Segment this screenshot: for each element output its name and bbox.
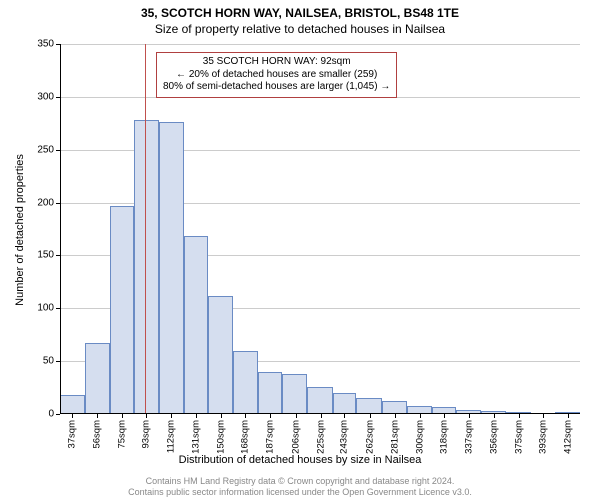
footer-attribution: Contains HM Land Registry data © Crown c… — [0, 476, 600, 498]
footer-line-1: Contains HM Land Registry data © Crown c… — [0, 476, 600, 487]
histogram-bar — [233, 351, 258, 414]
xtick-mark — [469, 414, 470, 418]
grid-line — [60, 44, 580, 45]
xtick-mark — [270, 414, 271, 418]
xtick-mark — [122, 414, 123, 418]
histogram-bar — [258, 372, 282, 414]
xtick-mark — [97, 414, 98, 418]
xtick-label: 150sqm — [216, 420, 227, 454]
plot-area: 05010015020025030035037sqm56sqm75sqm93sq… — [60, 44, 580, 414]
xtick-mark — [221, 414, 222, 418]
xtick-label: 93sqm — [141, 420, 152, 449]
ytick-label: 350 — [24, 39, 54, 50]
ytick-label: 300 — [24, 91, 54, 102]
xtick-label: 375sqm — [514, 420, 525, 454]
xtick-label: 243sqm — [339, 420, 350, 454]
xtick-label: 262sqm — [364, 420, 375, 454]
ytick-label: 100 — [24, 303, 54, 314]
y-axis-line — [60, 44, 61, 414]
y-axis-label: Number of detached properties — [14, 154, 26, 306]
xtick-label: 225sqm — [315, 420, 326, 454]
histogram-bar — [134, 120, 159, 414]
xtick-mark — [370, 414, 371, 418]
histogram-bar — [333, 393, 357, 414]
xtick-mark — [344, 414, 345, 418]
xtick-mark — [568, 414, 569, 418]
x-axis-label: Distribution of detached houses by size … — [0, 454, 600, 466]
title-line-1: 35, SCOTCH HORN WAY, NAILSEA, BRISTOL, B… — [0, 0, 600, 20]
xtick-label: 318sqm — [438, 420, 449, 454]
marker-line — [145, 44, 146, 414]
xtick-label: 393sqm — [537, 420, 548, 454]
xtick-mark — [296, 414, 297, 418]
histogram-bar — [184, 236, 208, 414]
ytick-label: 150 — [24, 250, 54, 261]
xtick-mark — [444, 414, 445, 418]
xtick-label: 131sqm — [191, 420, 202, 454]
annotation-line-2: ← 20% of detached houses are smaller (25… — [163, 69, 390, 82]
histogram-bar — [208, 296, 233, 414]
xtick-label: 56sqm — [92, 420, 103, 449]
xtick-label: 75sqm — [117, 420, 128, 449]
xtick-mark — [395, 414, 396, 418]
histogram-bar — [159, 122, 184, 414]
annotation-box: 35 SCOTCH HORN WAY: 92sqm ← 20% of detac… — [156, 52, 397, 98]
ytick-label: 250 — [24, 144, 54, 155]
histogram-bar — [307, 387, 332, 414]
ytick-label: 50 — [24, 356, 54, 367]
histogram-bar — [60, 395, 85, 414]
histogram-bar — [85, 343, 110, 414]
xtick-label: 412sqm — [563, 420, 574, 454]
xtick-mark — [321, 414, 322, 418]
histogram-bar — [110, 206, 134, 414]
xtick-label: 187sqm — [265, 420, 276, 454]
annotation-line-3: 80% of semi-detached houses are larger (… — [163, 81, 390, 94]
xtick-label: 356sqm — [488, 420, 499, 454]
xtick-label: 112sqm — [166, 420, 177, 453]
xtick-mark — [245, 414, 246, 418]
ytick-label: 200 — [24, 197, 54, 208]
xtick-mark — [171, 414, 172, 418]
xtick-mark — [494, 414, 495, 418]
chart-container: 35, SCOTCH HORN WAY, NAILSEA, BRISTOL, B… — [0, 0, 600, 500]
xtick-mark — [146, 414, 147, 418]
histogram-bar — [356, 398, 381, 414]
footer-line-2: Contains public sector information licen… — [0, 487, 600, 498]
xtick-mark — [420, 414, 421, 418]
annotation-line-1: 35 SCOTCH HORN WAY: 92sqm — [163, 56, 390, 69]
ytick-label: 0 — [24, 409, 54, 420]
title-line-2: Size of property relative to detached ho… — [0, 20, 600, 36]
xtick-label: 206sqm — [290, 420, 301, 454]
xtick-mark — [519, 414, 520, 418]
xtick-label: 300sqm — [414, 420, 425, 454]
xtick-label: 337sqm — [463, 420, 474, 454]
xtick-label: 281sqm — [389, 420, 400, 454]
xtick-label: 37sqm — [66, 420, 77, 449]
histogram-bar — [282, 374, 307, 414]
xtick-label: 168sqm — [240, 420, 251, 454]
xtick-mark — [543, 414, 544, 418]
xtick-mark — [72, 414, 73, 418]
ytick-mark — [56, 414, 60, 415]
xtick-mark — [196, 414, 197, 418]
